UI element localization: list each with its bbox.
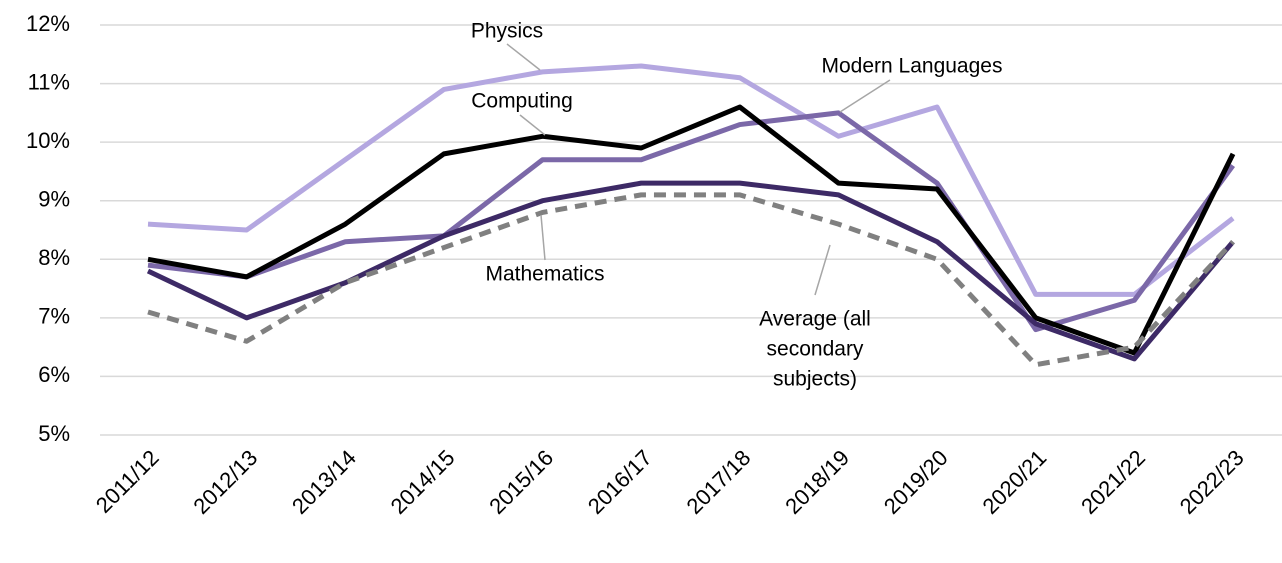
leader-line <box>540 214 546 261</box>
y-tick-label: 12% <box>26 11 70 36</box>
x-tick-label: 2016/17 <box>583 445 657 519</box>
x-tick-label: 2021/22 <box>1076 445 1150 519</box>
x-tick-label: 2017/18 <box>682 445 756 519</box>
leader-line <box>839 79 891 113</box>
y-tick-label: 5% <box>38 421 70 446</box>
y-tick-label: 10% <box>26 128 70 153</box>
series-line <box>146 180 1235 362</box>
series-label: secondary <box>767 338 864 361</box>
series-line <box>147 192 1235 368</box>
x-tick-label: 2015/16 <box>484 445 558 519</box>
series-label: Modern Languages <box>822 55 1003 78</box>
leader-line <box>519 114 546 136</box>
x-tick-label: 2011/12 <box>91 445 164 518</box>
series-label: subjects) <box>773 368 857 391</box>
x-tick-label: 2018/19 <box>780 445 854 519</box>
x-tick-label: 2012/13 <box>188 445 262 519</box>
x-tick-label: 2013/14 <box>287 445 361 519</box>
series-label: Computing <box>471 90 573 113</box>
x-tick-label: 2022/23 <box>1175 445 1249 519</box>
leader-line <box>506 43 541 71</box>
series-label: Average (all <box>759 308 871 331</box>
y-tick-label: 7% <box>38 304 70 329</box>
series-line <box>147 104 1236 356</box>
y-tick-label: 6% <box>38 362 70 387</box>
series-label: Mathematics <box>485 263 604 286</box>
y-tick-label: 8% <box>38 245 70 270</box>
y-tick-label: 11% <box>28 69 70 94</box>
x-tick-label: 2020/21 <box>977 445 1051 519</box>
series-label: Physics <box>471 20 543 43</box>
leader-line <box>814 244 831 296</box>
x-tick-label: 2019/20 <box>879 445 953 519</box>
series-line <box>147 63 1235 297</box>
y-tick-label: 9% <box>38 187 70 212</box>
x-tick-label: 2014/15 <box>386 445 460 519</box>
